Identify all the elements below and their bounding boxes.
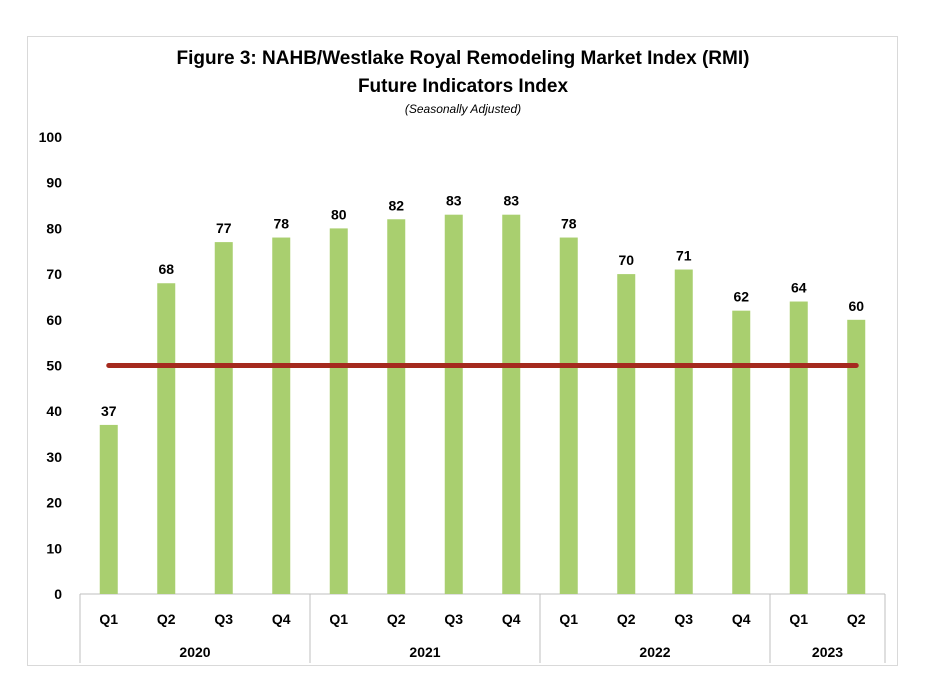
- chart-title: Figure 3: NAHB/Westlake Royal Remodeling…: [176, 48, 750, 69]
- year-label: 2023: [812, 644, 843, 660]
- x-tick-label: Q1: [559, 611, 578, 627]
- y-tick-label: 40: [46, 403, 62, 419]
- bar: [617, 274, 636, 594]
- y-tick-label: 20: [46, 495, 62, 511]
- year-label: 2020: [179, 644, 210, 660]
- data-label: 68: [158, 261, 174, 277]
- data-label: 62: [733, 289, 749, 305]
- x-tick-label: Q2: [157, 611, 176, 627]
- x-tick-label: Q2: [387, 611, 406, 627]
- bar: [847, 319, 866, 594]
- bar: [789, 301, 808, 594]
- x-tick-label: Q2: [847, 611, 866, 627]
- bar: [732, 310, 751, 594]
- x-tick-label: Q3: [444, 611, 463, 627]
- x-tick-label: Q3: [674, 611, 693, 627]
- y-tick-label: 100: [39, 129, 63, 145]
- x-tick-label: Q4: [502, 611, 521, 627]
- y-tick-label: 90: [46, 175, 62, 191]
- data-label: 37: [101, 403, 117, 419]
- y-tick-label: 50: [46, 358, 62, 374]
- x-tick-label: Q4: [732, 611, 751, 627]
- chart-note: (Seasonally Adjusted): [404, 102, 522, 116]
- data-label: 70: [618, 252, 634, 268]
- bar: [674, 269, 693, 594]
- chart-subtitle: Future Indicators Index: [357, 76, 569, 97]
- bar: [272, 237, 291, 595]
- bar: [444, 214, 463, 594]
- bar: [559, 237, 578, 595]
- data-label: 71: [676, 248, 692, 264]
- x-tick-label: Q3: [214, 611, 233, 627]
- y-tick-label: 10: [46, 540, 62, 556]
- data-label: 78: [561, 216, 577, 232]
- x-tick-label: Q2: [617, 611, 636, 627]
- data-label: 64: [791, 280, 807, 296]
- data-label: 83: [503, 193, 519, 209]
- bar: [387, 219, 406, 594]
- data-label: 83: [446, 193, 462, 209]
- x-tick-label: Q1: [789, 611, 808, 627]
- bar: [214, 242, 233, 595]
- y-tick-label: 80: [46, 220, 62, 236]
- y-tick-label: 0: [54, 586, 62, 602]
- data-label: 80: [331, 206, 347, 222]
- data-label: 77: [216, 220, 232, 236]
- bar: [99, 424, 118, 594]
- x-tick-label: Q1: [329, 611, 348, 627]
- data-label: 82: [388, 197, 404, 213]
- y-tick-label: 30: [46, 449, 62, 465]
- bar: [329, 228, 348, 594]
- y-tick-label: 60: [46, 312, 62, 328]
- data-label: 78: [273, 216, 289, 232]
- bar: [502, 214, 521, 594]
- x-tick-label: Q4: [272, 611, 291, 627]
- y-tick-label: 70: [46, 266, 62, 282]
- year-label: 2021: [409, 644, 440, 660]
- bar: [157, 283, 176, 594]
- year-label: 2022: [639, 644, 670, 660]
- data-label: 60: [848, 298, 864, 314]
- x-tick-label: Q1: [99, 611, 118, 627]
